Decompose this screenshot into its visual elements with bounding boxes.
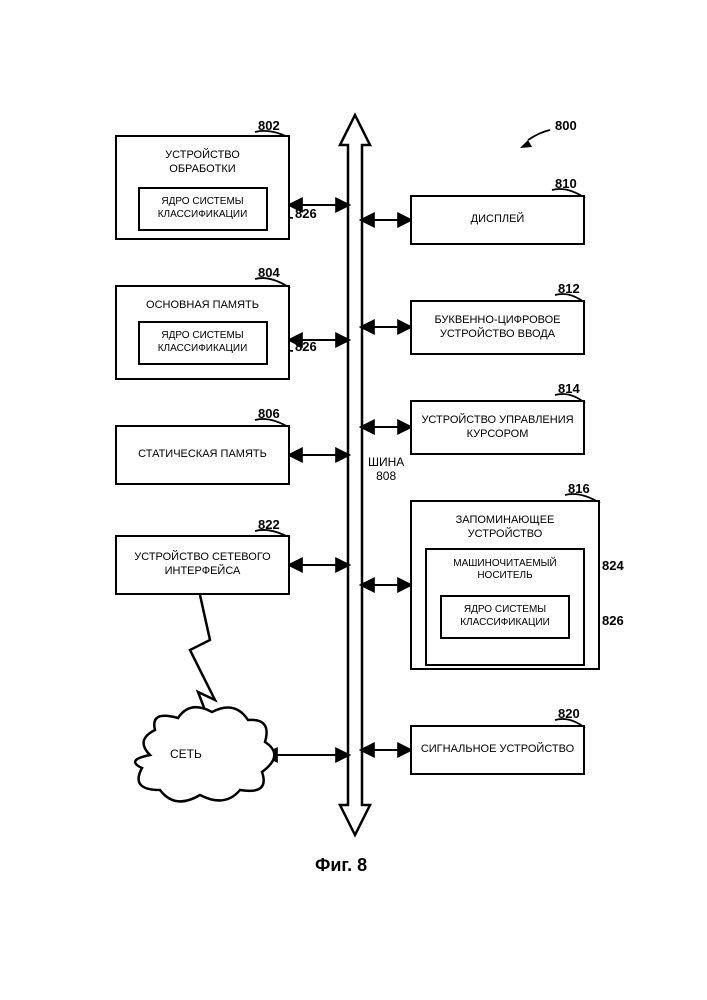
main-memory-title: ОСНОВНАЯ ПАМЯТЬ [140, 295, 265, 317]
alphanumeric-input-title: БУКВЕННО-ЦИФРОВОЕУСТРОЙСТВО ВВОДА [428, 310, 566, 346]
storage-core-box: ЯДРО СИСТЕМЫКЛАССИФИКАЦИИ [440, 595, 570, 639]
bus-line [340, 115, 370, 835]
main-memory-box: ОСНОВНАЯ ПАМЯТЬ ЯДРО СИСТЕМЫКЛАССИФИКАЦИ… [115, 285, 290, 380]
signal-device-title: СИГНАЛЬНОЕ УСТРОЙСТВО [415, 739, 580, 761]
arrowhead-icon [520, 140, 532, 148]
signal-device-box: СИГНАЛЬНОЕ УСТРОЙСТВО [410, 725, 585, 775]
cursor-control-box: УСТРОЙСТВО УПРАВЛЕНИЯКУРСОРОМ [410, 400, 585, 455]
diagram-canvas: УСТРОЙСТВООБРАБОТКИ ЯДРО СИСТЕМЫКЛАССИФИ… [0, 0, 707, 1000]
ref-814: 814 [558, 381, 580, 396]
ref-826-proc: 826 [295, 206, 317, 221]
static-memory-title: СТАТИЧЕСКАЯ ПАМЯТЬ [132, 444, 273, 466]
bus-label: ШИНА 808 [368, 455, 404, 483]
display-box: ДИСПЛЕЙ [410, 195, 585, 245]
ref-822: 822 [258, 517, 280, 532]
static-memory-box: СТАТИЧЕСКАЯ ПАМЯТЬ [115, 425, 290, 485]
network-interface-box: УСТРОЙСТВО СЕТЕВОГОИНТЕРФЕЙСА [115, 535, 290, 595]
ref-820: 820 [558, 706, 580, 721]
processing-core-label: ЯДРО СИСТЕМЫКЛАССИФИКАЦИИ [154, 194, 252, 223]
machine-readable-medium-box: МАШИНОЧИТАЕМЫЙНОСИТЕЛЬ ЯДРО СИСТЕМЫКЛАСС… [425, 548, 585, 666]
figure-label: Фиг. 8 [315, 855, 367, 876]
network-interface-title: УСТРОЙСТВО СЕТЕВОГОИНТЕРФЕЙСА [128, 547, 277, 583]
processing-core-box: ЯДРО СИСТЕМЫКЛАССИФИКАЦИИ [138, 187, 268, 231]
ref-804: 804 [258, 265, 280, 280]
storage-device-box: ЗАПОМИНАЮЩЕЕУСТРОЙСТВО МАШИНОЧИТАЕМЫЙНОС… [410, 500, 600, 670]
ref-824: 824 [602, 558, 624, 573]
bus-label-text: ШИНА [368, 455, 404, 469]
ref-806: 806 [258, 406, 280, 421]
main-memory-core-box: ЯДРО СИСТЕМЫКЛАССИФИКАЦИИ [138, 321, 268, 365]
ref-810: 810 [555, 176, 577, 191]
display-title: ДИСПЛЕЙ [465, 209, 531, 231]
bus-ref: 808 [376, 469, 396, 483]
processing-title: УСТРОЙСТВООБРАБОТКИ [159, 145, 246, 181]
processing-device-box: УСТРОЙСТВООБРАБОТКИ ЯДРО СИСТЕМЫКЛАССИФИ… [115, 135, 290, 240]
ref-802: 802 [258, 118, 280, 133]
ref-812: 812 [558, 281, 580, 296]
medium-title: МАШИНОЧИТАЕМЫЙНОСИТЕЛЬ [449, 556, 560, 585]
ref-800: 800 [555, 118, 577, 133]
bus-arrow-svg [0, 0, 707, 1000]
ref-826-mem: 826 [295, 339, 317, 354]
alphanumeric-input-box: БУКВЕННО-ЦИФРОВОЕУСТРОЙСТВО ВВОДА [410, 300, 585, 355]
network-label: СЕТЬ [170, 747, 202, 761]
ref-826-storage: 826 [602, 613, 624, 628]
storage-title: ЗАПОМИНАЮЩЕЕУСТРОЙСТВО [450, 510, 561, 546]
main-memory-core-label: ЯДРО СИСТЕМЫКЛАССИФИКАЦИИ [154, 328, 252, 357]
leader [528, 130, 550, 140]
cursor-control-title: УСТРОЙСТВО УПРАВЛЕНИЯКУРСОРОМ [415, 410, 579, 446]
ref-816: 816 [568, 481, 590, 496]
network-cloud [135, 707, 274, 801]
storage-core-label: ЯДРО СИСТЕМЫКЛАССИФИКАЦИИ [456, 602, 554, 631]
lightning-icon [190, 595, 215, 718]
